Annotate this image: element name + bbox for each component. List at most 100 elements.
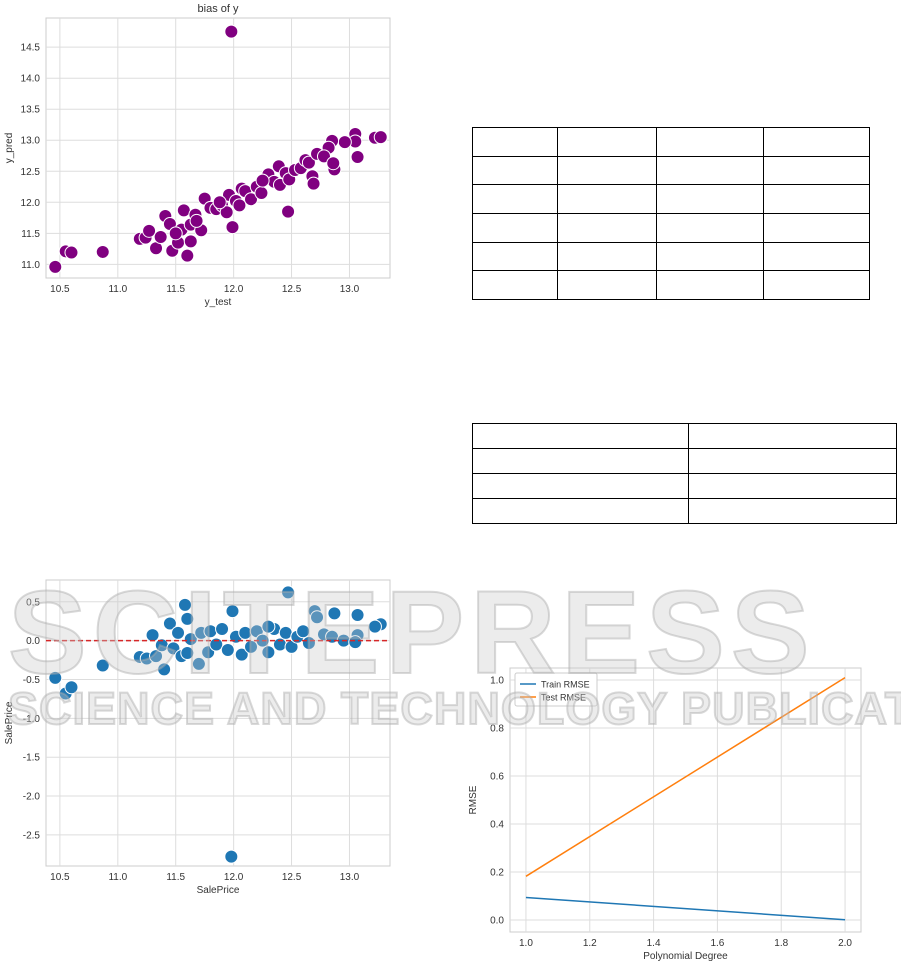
table-cell (472, 212, 558, 243)
chart1-x-tick-label: 11.5 (166, 284, 185, 295)
chart1-data-point (176, 203, 191, 218)
chart1-y-tick-label: 11.0 (21, 260, 40, 271)
chart1-data-point (180, 248, 195, 263)
table-cell (763, 155, 870, 186)
chart3-y-tick-label: 0.0 (490, 916, 504, 927)
chart1-data-point (244, 192, 259, 207)
chart2-data-point (157, 662, 172, 677)
chart2-data-point (171, 625, 186, 640)
chart3-x-axis-label: Polynomial Degree (643, 951, 728, 962)
chart3-series-line-test-rmse (525, 676, 846, 877)
chart2-data-point (48, 670, 63, 685)
chart1-data-point (225, 220, 240, 235)
table-cell (763, 241, 870, 272)
chart2-data-point (281, 585, 296, 600)
table-cell (471, 473, 690, 499)
chart1-y-tick-label: 13.0 (21, 136, 41, 147)
chart3-x-tick-label: 2.0 (838, 938, 852, 949)
table-row (471, 473, 897, 499)
table-cell (471, 448, 690, 474)
chart2-data-point (180, 646, 195, 661)
table-cell (763, 212, 870, 243)
table-cell (556, 155, 657, 186)
chart3-x-tick-label: 1.2 (583, 938, 597, 949)
chart2-data-point (350, 607, 365, 622)
chart3-x-tick-label: 1.0 (519, 938, 533, 949)
chart2-data-point (224, 849, 239, 864)
chart3-y-axis-label: RMSE (468, 785, 479, 814)
chart1-data-point (326, 156, 341, 171)
chart2-x-tick-label: 12.0 (224, 872, 244, 883)
table-row (472, 212, 870, 243)
table-cell (556, 212, 657, 243)
chart3-y-tick-label: 0.6 (490, 772, 504, 783)
table-row (471, 423, 897, 449)
chart1-y-axis-label: y_pred (4, 133, 15, 164)
table-cell (556, 127, 657, 157)
table-1 (472, 127, 870, 300)
table-cell (472, 127, 558, 157)
chart1-data-point (232, 198, 247, 213)
chart3-y-tick-label: 0.2 (490, 868, 504, 879)
chart2-data-point (238, 625, 253, 640)
chart1-data-point (254, 185, 269, 200)
table-cell (655, 241, 765, 272)
chart1-data-point (95, 244, 110, 259)
chart1-x-axis-label: y_test (205, 297, 232, 308)
chart1-data-point (306, 176, 321, 191)
chart2-x-tick-label: 10.5 (50, 872, 70, 883)
table-cell (472, 184, 558, 214)
chart1-data-point (219, 205, 234, 220)
chart1-data-point (212, 195, 227, 210)
table-row (472, 155, 870, 186)
chart1-y-tick-label: 14.5 (21, 43, 41, 54)
chart2-data-point (225, 604, 240, 619)
chart2-x-tick-label: 11.5 (166, 872, 185, 883)
chart2-y-axis-label: SalePrice (4, 701, 15, 744)
chart2-y-tick-label: -2.5 (23, 830, 41, 841)
table-row (472, 127, 870, 157)
chart2-y-tick-label: 0.0 (26, 636, 40, 647)
chart2-data-point (301, 635, 316, 650)
chart2-data-point (215, 621, 230, 636)
chart1-y-tick-label: 12.0 (21, 198, 41, 209)
chart2-data-point (327, 606, 342, 621)
chart2-y-tick-label: 0.5 (26, 597, 40, 608)
chart2-data-point (367, 619, 382, 634)
table-row (472, 184, 870, 214)
chart1-data-point (281, 204, 296, 219)
chart1-x-tick-label: 10.5 (50, 284, 70, 295)
chart3-plot-area (509, 667, 862, 933)
chart2-data-point (296, 624, 311, 639)
table-cell (655, 155, 765, 186)
chart2-y-tick-label: -2.0 (23, 792, 41, 803)
chart1-y-tick-label: 12.5 (21, 167, 41, 178)
table-cell (763, 184, 870, 214)
chart2-data-point (177, 597, 192, 612)
chart3-series-line-train-rmse (525, 896, 846, 921)
chart1-y-tick-label: 14.0 (21, 74, 41, 85)
chart2-data-point (278, 625, 293, 640)
chart3-x-tick-label: 1.8 (774, 938, 788, 949)
table-cell (655, 212, 765, 243)
chart1-y-tick-label: 13.5 (21, 105, 41, 116)
chart1-data-point (64, 245, 79, 260)
chart2-y-tick-label: -1.0 (23, 714, 41, 725)
chart2-data-point (261, 619, 276, 634)
chart2-y-tick-label: -1.5 (23, 753, 41, 764)
chart2-data-point (203, 624, 218, 639)
chart2-data-point (209, 637, 224, 652)
table-cell (472, 155, 558, 186)
chart1-data-point (168, 226, 183, 241)
chart2-data-point (348, 635, 363, 650)
chart2-data-point (64, 680, 79, 695)
chart2-x-tick-label: 12.5 (282, 872, 302, 883)
chart1-x-tick-label: 13.0 (340, 284, 360, 295)
chart1-data-point (337, 135, 352, 150)
chart1-data-point (373, 130, 388, 145)
table-cell (763, 127, 870, 157)
chart1-y-tick-label: 11.5 (21, 229, 40, 240)
table-row (472, 241, 870, 272)
chart2-x-tick-label: 11.0 (108, 872, 127, 883)
